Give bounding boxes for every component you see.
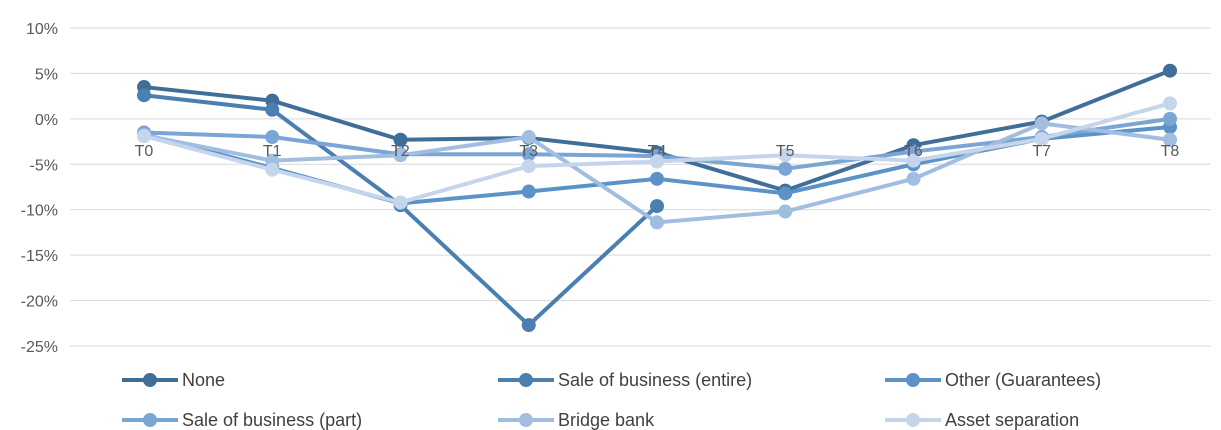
legend: None Sale of business (entire) Other (Guar… [122, 370, 1101, 430]
y-tick-label: -25% [21, 339, 58, 356]
x-tick-label: T2 [391, 143, 410, 160]
data-point [265, 130, 280, 145]
legend-label: None [182, 370, 225, 390]
data-point [650, 215, 664, 230]
data-point [1163, 63, 1177, 78]
x-tick-label: T0 [135, 143, 154, 160]
legend-swatch-marker [906, 373, 920, 387]
legend-label: Asset separation [945, 410, 1079, 430]
series-group [137, 63, 1177, 333]
gridlines [70, 27, 1211, 347]
legend-label: Sale of business (part) [182, 410, 362, 430]
legend-label: Other (Guarantees) [945, 370, 1101, 390]
legend-swatch-marker [143, 373, 157, 387]
y-tick-label: -5% [30, 157, 58, 174]
data-point [1034, 131, 1049, 146]
legend-item: None [122, 370, 225, 390]
data-point [393, 132, 408, 147]
data-point [650, 154, 664, 169]
x-tick-label: T8 [1161, 143, 1180, 160]
data-point [265, 162, 280, 177]
data-point [778, 161, 793, 176]
legend-label: Bridge bank [558, 410, 655, 430]
data-point [778, 148, 793, 163]
x-tick-label: T6 [904, 143, 923, 160]
data-point [1163, 111, 1177, 126]
y-tick-label: 10% [26, 21, 58, 38]
legend-item: Bridge bank [498, 410, 655, 430]
y-tick-label: -15% [21, 248, 58, 265]
y-axis-ticks: 10% 5% 0% -5% -10% -15% -20% -25% [21, 21, 58, 356]
series-4 [137, 116, 1177, 230]
data-point [393, 195, 408, 210]
data-point [906, 153, 921, 168]
data-point [1163, 132, 1177, 147]
data-point [265, 102, 280, 117]
data-point [778, 204, 793, 219]
legend-item: Sale of business (entire) [498, 370, 752, 390]
y-tick-label: -10% [21, 203, 58, 220]
x-tick-label: T5 [776, 143, 795, 160]
x-tick-label: T1 [263, 143, 282, 160]
data-point [393, 148, 408, 163]
data-point [906, 171, 921, 186]
data-point [650, 171, 664, 186]
data-point [778, 186, 793, 201]
legend-item: Sale of business (part) [122, 410, 362, 430]
legend-swatch-marker [519, 373, 533, 387]
y-tick-label: 5% [35, 66, 58, 83]
data-point [521, 147, 536, 162]
data-point [521, 184, 536, 199]
x-tick-label: T7 [1032, 143, 1051, 160]
data-point [137, 129, 151, 144]
data-point [137, 88, 151, 103]
data-point [1034, 116, 1049, 131]
data-point [521, 318, 536, 333]
legend-label: Sale of business (entire) [558, 370, 752, 390]
legend-swatch-marker [519, 413, 533, 427]
y-tick-label: -20% [21, 294, 58, 311]
x-axis-ticks: T0 T1 T2 T3 T4 T5 T6 T7 T8 [135, 143, 1180, 160]
data-point [1163, 96, 1177, 111]
y-tick-label: 0% [35, 112, 58, 129]
legend-swatch-marker [906, 413, 920, 427]
legend-item: Asset separation [885, 410, 1079, 430]
data-point [521, 130, 536, 145]
legend-swatch-marker [143, 413, 157, 427]
series-5 [137, 96, 1177, 210]
x-tick-label: T4 [648, 143, 667, 160]
data-point [650, 199, 664, 214]
x-tick-label: T3 [519, 143, 538, 160]
data-point [521, 159, 536, 174]
legend-item: Other (Guarantees) [885, 370, 1101, 390]
